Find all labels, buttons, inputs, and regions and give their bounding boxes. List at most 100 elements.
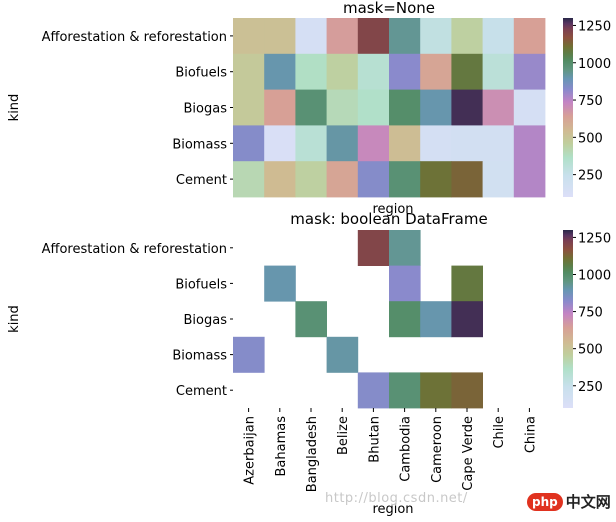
heatmap-cell: [389, 161, 421, 198]
heatmap-cell: [389, 230, 421, 266]
heatmap-cell: [326, 18, 359, 55]
heatmap-cell: [264, 18, 296, 55]
colorbar-tick-label: 750: [578, 306, 603, 321]
colorbar-tick-label: 1000: [578, 57, 611, 72]
heatmap-cell: [357, 18, 390, 55]
y-tick-label: Biogas: [184, 313, 228, 328]
colorbar-tick-label: 750: [578, 94, 603, 109]
heatmap-cell: [233, 53, 265, 90]
heatmap-cell: [513, 161, 546, 198]
heatmap-cell: [420, 18, 452, 55]
heatmap-cell: [482, 161, 515, 198]
heatmap-cell: [482, 125, 515, 162]
heatmap-cell: [389, 53, 421, 90]
heatmap-cell: [326, 161, 359, 198]
y-tick-label: Biomass: [172, 349, 227, 364]
heatmap-cell: [264, 53, 296, 90]
heatmap-cell: [420, 301, 452, 338]
y-tick-label: Biogas: [184, 102, 228, 117]
x-axis-label: region: [372, 502, 413, 517]
heatmap-cell: [451, 89, 483, 126]
heatmap-panel-mask-none: mask=None Afforestation & reforestation Bi…: [7, 0, 611, 217]
heatmap-cell: [295, 53, 327, 90]
y-axis-label: kind: [7, 305, 22, 333]
heatmap-cell: [420, 89, 452, 126]
heatmap-panel-boolean-mask: mask: boolean DataFrame Afforestation & r…: [7, 210, 611, 517]
heatmap-cell: [513, 89, 546, 126]
y-tick-label: Biofuels: [175, 66, 227, 81]
watermark-logo: php 中文网: [527, 491, 611, 512]
chart-title: mask: boolean DataFrame: [290, 210, 487, 228]
x-tick-label: Belize: [336, 416, 351, 455]
heatmap-cell: [233, 18, 265, 55]
x-tick-label: Bahamas: [274, 416, 289, 477]
x-tick-label: Cameroon: [430, 416, 445, 483]
x-tick-label: Cape Verde: [461, 416, 476, 491]
x-tick-label: Cambodia: [399, 416, 414, 482]
x-tick-label: China: [523, 416, 538, 453]
heatmap-cell: [357, 125, 390, 162]
heatmap-cell: [451, 372, 483, 409]
colorbar-tick-label: 500: [578, 131, 603, 146]
y-tick-label: Cement: [176, 173, 227, 188]
heatmap-cell: [389, 89, 421, 126]
heatmap-cell: [451, 125, 483, 162]
y-axis-label: kind: [7, 94, 22, 122]
x-tick-label: Bhutan: [367, 416, 382, 463]
x-axis-label: region: [372, 202, 413, 217]
heatmap-cell: [357, 89, 390, 126]
heatmap-cell: [389, 18, 421, 55]
watermark-url: http://blog.csdn.net/: [325, 491, 468, 506]
heatmap-cell: [451, 301, 483, 338]
heatmap-cell: [482, 18, 515, 55]
heatmap-cell: [326, 53, 359, 90]
heatmap-cell: [295, 125, 327, 162]
heatmap-cell: [233, 125, 265, 162]
heatmap-cell: [389, 125, 421, 162]
heatmap-cell: [451, 18, 483, 55]
logo-badge: php: [527, 492, 563, 511]
heatmap-cell: [513, 18, 546, 55]
colorbar-tick-label: 250: [578, 169, 603, 184]
colorbar-tick-label: 1250: [578, 231, 611, 246]
x-tick-label: Chile: [492, 416, 507, 449]
heatmap-cell: [233, 89, 265, 126]
heatmap-cell: [357, 230, 390, 266]
heatmap-cell: [357, 53, 390, 90]
x-tick-label: Bangladesh: [305, 416, 320, 492]
heatmap-cell: [233, 336, 265, 373]
y-tick-label: Biofuels: [175, 277, 227, 292]
heatmap-cell: [295, 89, 327, 126]
heatmap-cell: [451, 53, 483, 90]
heatmap-cell: [326, 89, 359, 126]
y-tick-label: Afforestation & reforestation: [42, 30, 227, 45]
heatmap-cell: [264, 89, 296, 126]
heatmap-cell: [233, 161, 265, 198]
heatmap-cell: [451, 161, 483, 198]
heatmap-cell: [420, 161, 452, 198]
heatmap-cell: [482, 89, 515, 126]
heatmap-cell: [513, 53, 546, 90]
heatmap-cell: [264, 161, 296, 198]
heatmap-cell: [295, 18, 327, 55]
heatmap-cell: [389, 301, 421, 338]
chart-title: mask=None: [343, 0, 435, 17]
heatmap-cell: [357, 161, 390, 198]
heatmap-cell: [420, 125, 452, 162]
heatmap-cell: [482, 53, 515, 90]
heatmap-cell: [326, 125, 359, 162]
heatmap-cell: [451, 265, 483, 302]
y-tick-label: Cement: [176, 384, 227, 399]
colorbar-tick-label: 250: [578, 380, 603, 395]
colorbar: [563, 18, 573, 197]
y-tick-label: Afforestation & reforestation: [42, 242, 227, 257]
y-tick-label: Biomass: [172, 137, 227, 152]
colorbar-tick-label: 500: [578, 343, 603, 358]
heatmap-cell: [420, 372, 452, 409]
heatmap-cell: [389, 265, 421, 302]
heatmap-cell: [357, 372, 390, 409]
heatmap-cell: [295, 301, 327, 338]
heatmap-cell: [513, 125, 546, 162]
heatmap-cell: [326, 336, 359, 373]
